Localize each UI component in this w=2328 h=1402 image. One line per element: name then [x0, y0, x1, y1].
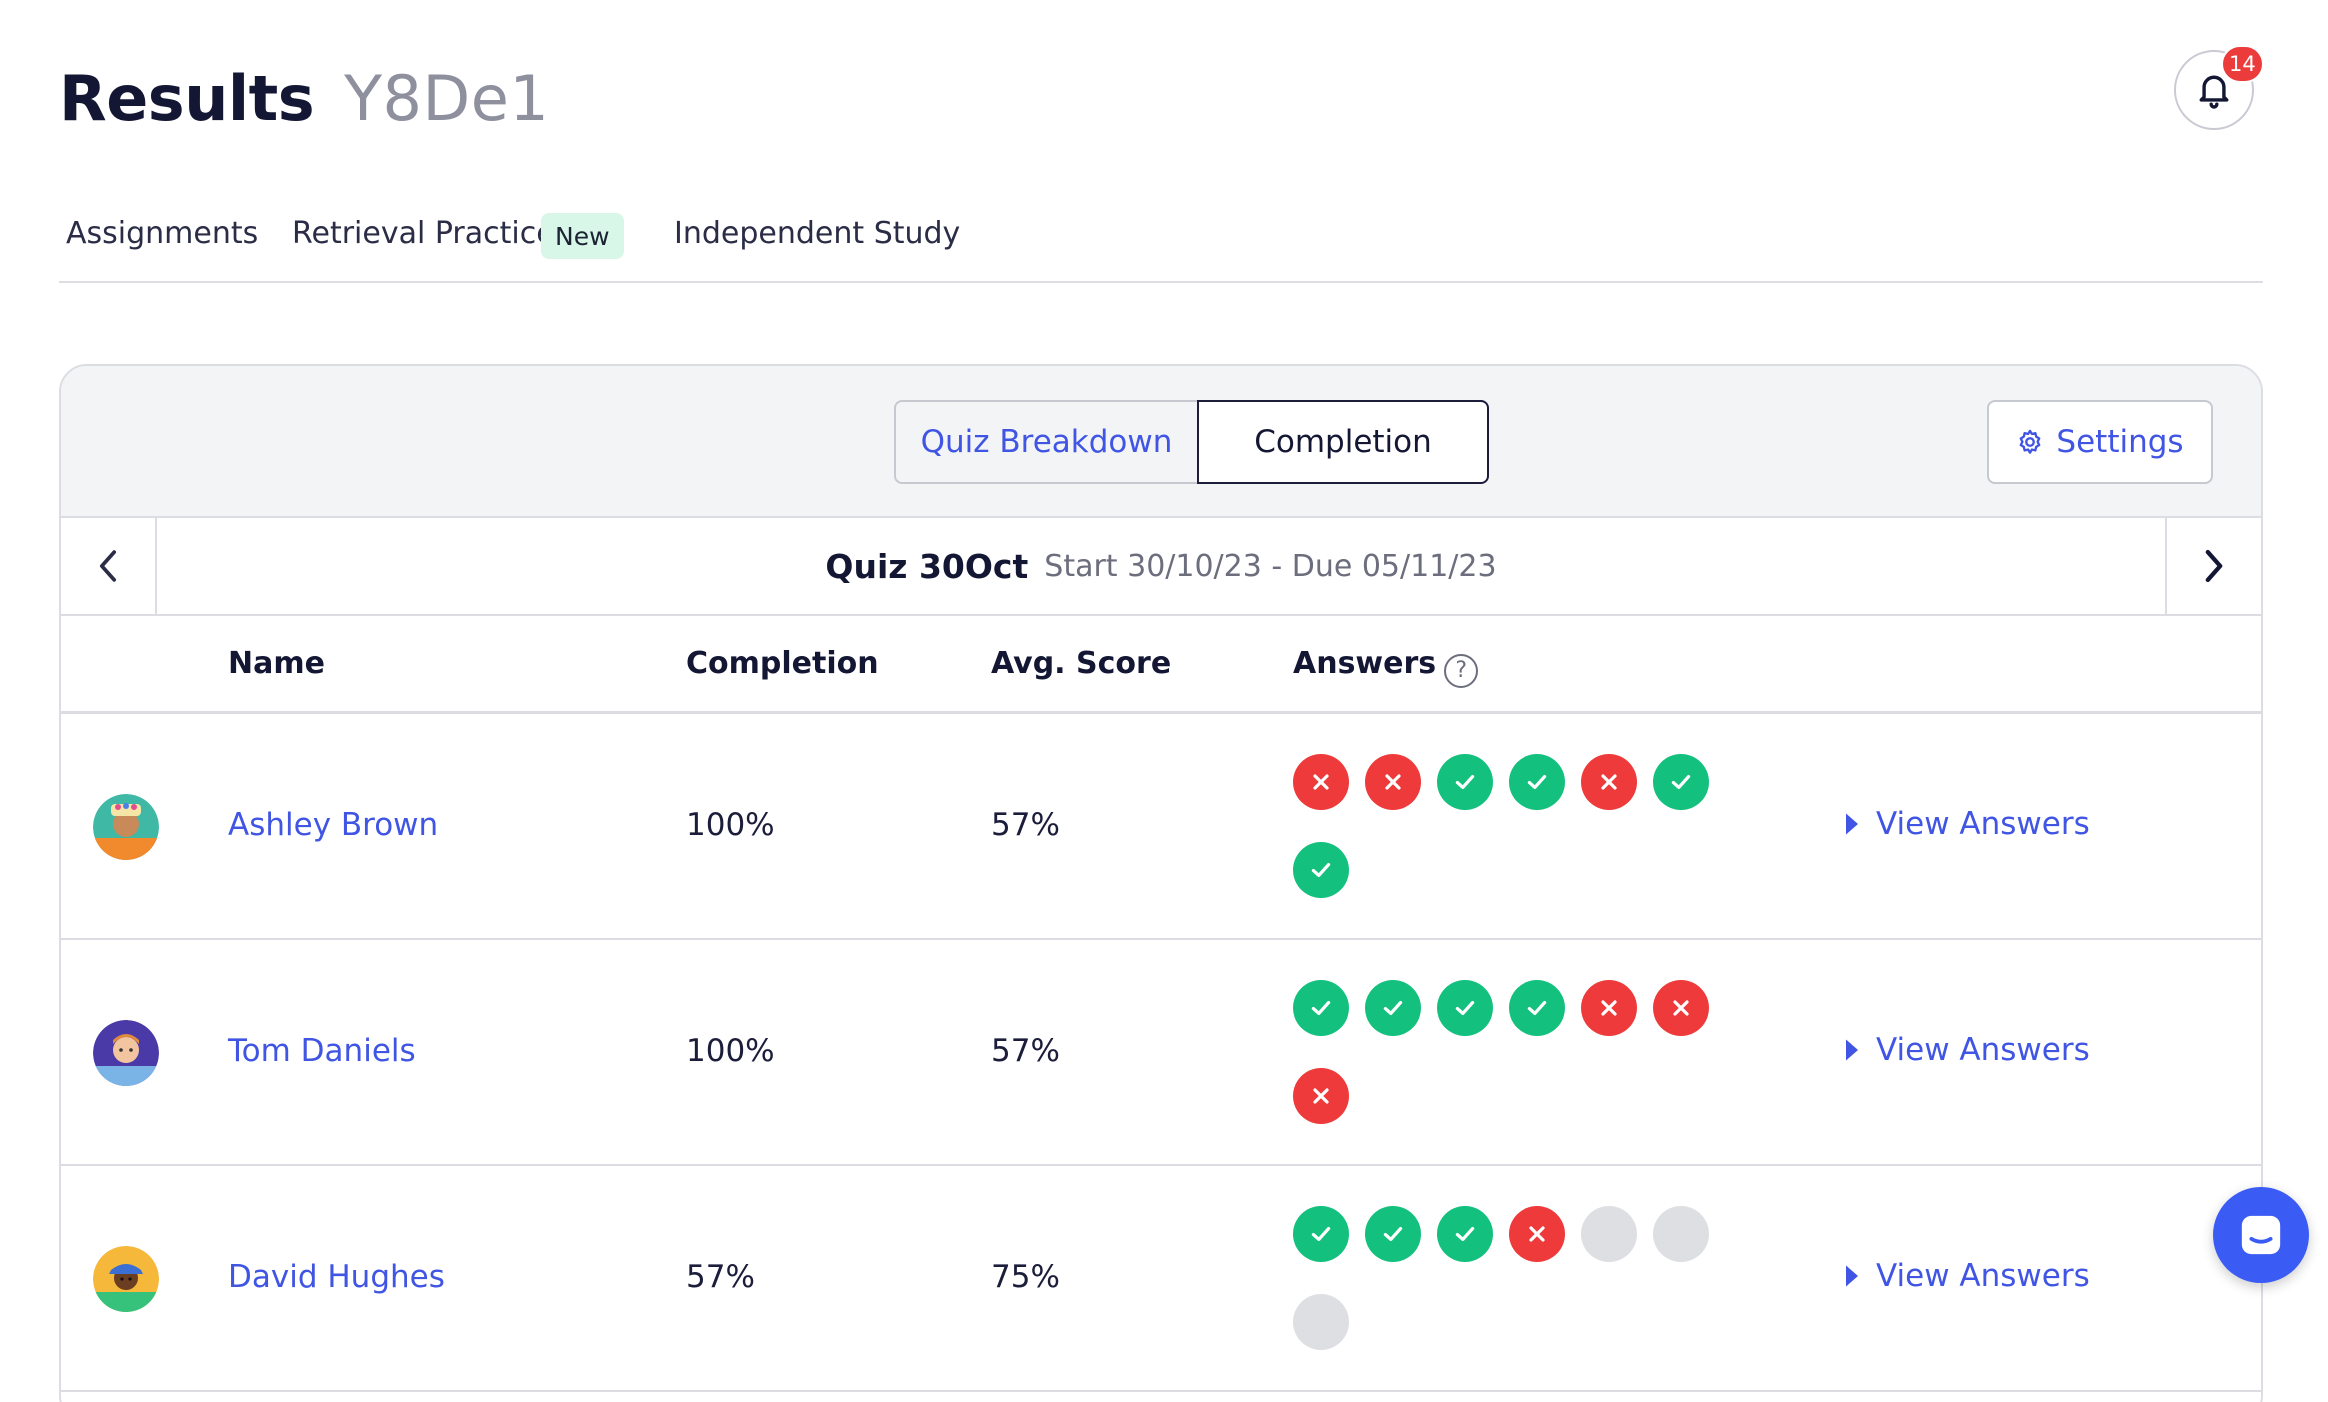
caret-right-icon [1846, 1265, 1858, 1287]
chevron-left-icon [99, 550, 117, 582]
tab-retrieval-practice[interactable]: Retrieval Practice [292, 216, 555, 251]
page-title: Results [59, 62, 315, 135]
table-row: David Hughes 57% 75% View Answers [61, 1166, 2261, 1392]
student-name[interactable]: Tom Daniels [228, 1033, 416, 1069]
tab-assignments[interactable]: Assignments [66, 216, 259, 251]
quiz-navigator: Quiz 30Oct Start 30/10/23 - Due 05/11/23 [61, 518, 2261, 616]
answer-correct-icon [1509, 980, 1565, 1036]
answers-list [1293, 1206, 1725, 1350]
student-completion: 57% [686, 1259, 755, 1295]
bell-icon [2199, 75, 2229, 109]
student-name[interactable]: Ashley Brown [228, 807, 439, 843]
gear-icon [2020, 429, 2041, 454]
answer-correct-icon [1437, 754, 1493, 810]
avatar [93, 794, 159, 860]
answer-correct-icon [1293, 980, 1349, 1036]
notification-count-badge: 14 [2221, 45, 2264, 83]
help-icon[interactable]: ? [1444, 653, 1479, 688]
results-card: Quiz Breakdown Completion Settings Quiz … [59, 364, 2263, 1402]
student-completion: 100% [686, 1033, 775, 1069]
student-avg-score: 57% [991, 1033, 1060, 1069]
answer-blank-icon [1581, 1206, 1637, 1262]
quiz-dates: Start 30/10/23 - Due 05/11/23 [1044, 548, 1497, 584]
settings-label: Settings [2056, 424, 2184, 460]
caret-right-icon [1846, 1039, 1858, 1061]
table-header: Name Completion Avg. Score Answers? [61, 616, 2261, 714]
next-quiz-button[interactable] [2165, 518, 2261, 614]
avatar [93, 1246, 159, 1312]
answer-wrong-icon [1653, 980, 1709, 1036]
quiz-name: Quiz 30Oct [825, 546, 1029, 586]
view-answers-label: View Answers [1876, 806, 2090, 842]
answers-list [1293, 980, 1725, 1124]
answer-correct-icon [1293, 842, 1349, 898]
quiz-info: Quiz 30Oct Start 30/10/23 - Due 05/11/23 [157, 518, 2165, 614]
caret-right-icon [1846, 813, 1858, 835]
settings-button[interactable]: Settings [1987, 400, 2213, 484]
view-answers-label: View Answers [1876, 1258, 2090, 1294]
answer-wrong-icon [1581, 754, 1637, 810]
completion-toggle[interactable]: Completion [1197, 400, 1489, 484]
student-avg-score: 57% [991, 807, 1060, 843]
column-name[interactable]: Name [228, 646, 325, 681]
answer-correct-icon [1437, 1206, 1493, 1262]
answer-wrong-icon [1581, 980, 1637, 1036]
view-answers-link[interactable]: View Answers [1844, 806, 2090, 842]
answer-correct-icon [1653, 754, 1709, 810]
page-header: Results Y8De1 [59, 62, 549, 135]
column-completion[interactable]: Completion [686, 646, 879, 681]
answer-wrong-icon [1509, 1206, 1565, 1262]
answer-correct-icon [1437, 980, 1493, 1036]
answer-correct-icon [1293, 1206, 1349, 1262]
card-header: Quiz Breakdown Completion Settings [61, 366, 2261, 518]
view-answers-link[interactable]: View Answers [1844, 1032, 2090, 1068]
tab-bar: Assignments Retrieval Practice New Indep… [59, 190, 2263, 283]
avatar [93, 1020, 159, 1086]
tab-independent-study[interactable]: Independent Study [674, 216, 961, 251]
student-avg-score: 75% [991, 1259, 1060, 1295]
answer-wrong-icon [1293, 754, 1349, 810]
view-answers-link[interactable]: View Answers [1844, 1258, 2090, 1294]
column-avg-score[interactable]: Avg. Score [991, 646, 1172, 681]
answer-blank-icon [1653, 1206, 1709, 1262]
chat-launcher-button[interactable] [2213, 1187, 2309, 1283]
previous-quiz-button[interactable] [61, 518, 157, 614]
answer-correct-icon [1365, 980, 1421, 1036]
class-name: Y8De1 [344, 62, 550, 135]
quiz-breakdown-toggle[interactable]: Quiz Breakdown [894, 400, 1197, 484]
chevron-right-icon [2205, 549, 2223, 583]
answer-correct-icon [1509, 754, 1565, 810]
student-completion: 100% [686, 807, 775, 843]
answer-blank-icon [1293, 1294, 1349, 1350]
new-badge: New [541, 213, 624, 259]
column-answers: Answers? [1293, 646, 1479, 688]
answer-wrong-icon [1293, 1068, 1349, 1124]
student-name[interactable]: David Hughes [228, 1259, 445, 1295]
column-answers-label: Answers [1293, 646, 1437, 681]
answers-list [1293, 754, 1725, 898]
chat-icon [2241, 1215, 2281, 1255]
view-answers-label: View Answers [1876, 1032, 2090, 1068]
answer-wrong-icon [1365, 754, 1421, 810]
table-row: Ashley Brown 100% 57% View Answers [61, 714, 2261, 940]
table-row: Tom Daniels 100% 57% View Answers [61, 940, 2261, 1166]
answer-correct-icon [1365, 1206, 1421, 1262]
